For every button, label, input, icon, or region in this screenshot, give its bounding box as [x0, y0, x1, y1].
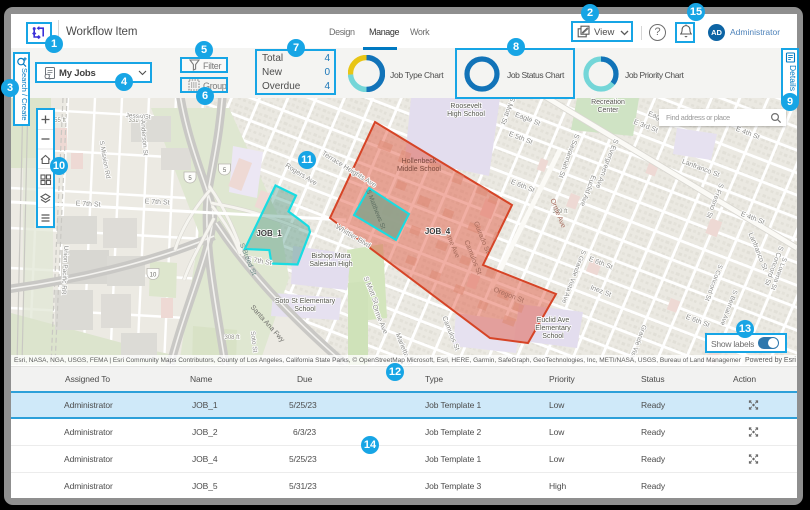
- svg-text:5: 5: [223, 168, 227, 174]
- svg-text:Salesian High: Salesian High: [309, 261, 352, 268]
- svg-text:Hollenbeck: Hollenbeck: [402, 158, 437, 165]
- svg-text:Bishop Mora: Bishop Mora: [311, 253, 350, 260]
- svg-text:Union Pacific RR: Union Pacific RR: [60, 245, 70, 295]
- svg-text:School: School: [542, 333, 564, 340]
- svg-text:339 ft: 339 ft: [552, 209, 567, 215]
- svg-text:Elementary: Elementary: [535, 325, 571, 332]
- svg-text:High School: High School: [447, 111, 485, 118]
- svg-text:331 ft: 331 ft: [128, 118, 143, 124]
- svg-text:E 7th St: E 7th St: [75, 200, 100, 208]
- svg-text:JOB_1: JOB_1: [256, 229, 282, 238]
- svg-text:Jesse St: Jesse St: [125, 112, 151, 121]
- svg-text:5: 5: [188, 176, 192, 182]
- svg-text:10: 10: [150, 273, 157, 279]
- svg-text:School: School: [294, 306, 316, 313]
- svg-text:Soto St: Soto St: [249, 331, 259, 353]
- svg-text:Roosevelt: Roosevelt: [450, 103, 481, 110]
- svg-text:Soto St Elementary: Soto St Elementary: [275, 298, 336, 305]
- svg-text:JOB_4: JOB_4: [425, 227, 451, 236]
- svg-text:Recreation: Recreation: [591, 99, 625, 106]
- svg-text:Middle School: Middle School: [397, 166, 441, 173]
- svg-text:Center: Center: [597, 107, 619, 114]
- svg-text:E 7th St: E 7th St: [144, 198, 169, 206]
- svg-text:Euclid Ave: Euclid Ave: [537, 317, 570, 324]
- svg-text:55 ft: 55 ft: [54, 118, 66, 124]
- svg-text:308 ft: 308 ft: [224, 335, 239, 341]
